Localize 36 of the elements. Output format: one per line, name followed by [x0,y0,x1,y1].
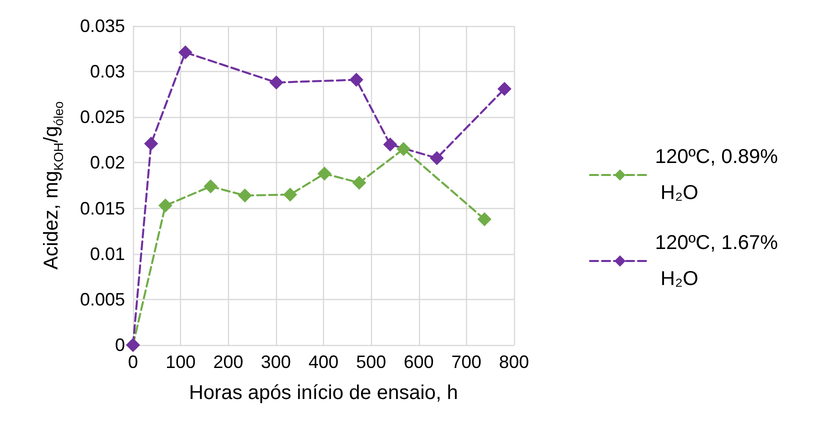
point [178,45,192,60]
point [283,188,298,202]
x-tick-label: 300 [260,352,291,372]
point [204,179,218,194]
x-axis-title: Horas após início de ensaio, h [188,382,458,404]
point [317,166,332,181]
legend-label: 120ºC, 0.89% H₂O [655,146,778,204]
y-tick-label: 0.03 [90,62,125,82]
y-tick-label: 0.005 [80,289,125,310]
point [477,212,492,226]
point [269,76,284,90]
point [238,188,252,203]
x-tick-label: 500 [356,352,386,372]
y-tick-label: 0.02 [90,152,125,173]
point [158,198,172,213]
point [430,151,444,166]
x-tick-label: 0 [128,352,138,372]
point [497,82,512,96]
point [349,72,364,87]
y-tick-label: 0 [114,335,125,355]
x-tick-label: 100 [166,352,196,372]
x-tick-label: 800 [498,352,530,372]
y-tick-label: 0.035 [80,16,125,36]
point [396,142,411,156]
legend-label: 120ºC, 1.67% H₂O [655,232,778,290]
y-axis-title: Acidez, mgKOH/góleo [40,101,66,270]
y-tick-label: 0.01 [90,244,125,264]
point [144,136,158,151]
x-tick-label: 200 [213,352,244,372]
x-tick-label: 700 [451,352,482,372]
x-tick-label: 600 [404,352,434,372]
y-tick-label: 0.015 [80,198,125,218]
point [352,176,366,190]
x-tick-label: 400 [308,352,339,372]
y-tick-label: 0.025 [80,107,125,128]
point [383,137,398,152]
